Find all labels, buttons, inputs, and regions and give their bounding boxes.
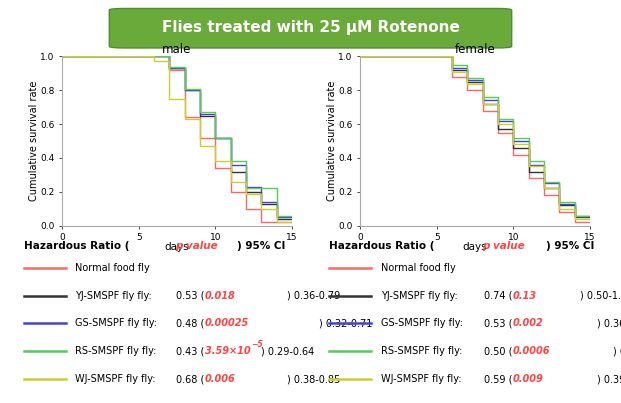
Text: ) 0.36-0.79: ) 0.36-0.79 [287,291,340,301]
Text: GS-SMSPF fly fly:: GS-SMSPF fly fly: [75,318,157,328]
Text: YJ-SMSPF fly fly:: YJ-SMSPF fly fly: [381,291,457,301]
Text: 0.50 (: 0.50 ( [484,346,512,356]
Text: 0.53 (: 0.53 ( [484,318,512,328]
Text: ) 0.32-0.71: ) 0.32-0.71 [319,318,373,328]
Text: GS-SMSPF fly fly:: GS-SMSPF fly fly: [381,318,463,328]
Text: ) 0.36-0.80: ) 0.36-0.80 [597,318,621,328]
Text: 0.0006: 0.0006 [513,346,550,356]
Text: 0.018: 0.018 [205,291,235,301]
Text: 0.00025: 0.00025 [205,318,249,328]
Title: female: female [455,44,496,56]
Text: Flies treated with 25 μM Rotenone: Flies treated with 25 μM Rotenone [161,20,460,35]
Text: p value: p value [483,241,525,251]
Text: ) 0.50-1.10: ) 0.50-1.10 [580,291,621,301]
FancyBboxPatch shape [109,8,512,48]
X-axis label: days: days [165,242,189,252]
Text: ) 0.29-0.64: ) 0.29-0.64 [261,346,315,356]
Text: 0.48 (: 0.48 ( [176,318,205,328]
Y-axis label: Cumulative survival rate: Cumulative survival rate [29,81,39,201]
Text: WJ-SMSPF fly fly:: WJ-SMSPF fly fly: [75,374,155,384]
Text: ) 0.38-0.85: ) 0.38-0.85 [287,374,340,384]
Text: RS-SMSPF fly fly:: RS-SMSPF fly fly: [75,346,156,356]
Text: 0.13: 0.13 [513,291,537,301]
Text: 0.002: 0.002 [513,318,544,328]
Text: ) 0.39-0.87: ) 0.39-0.87 [597,374,621,384]
Text: ) 95% CI: ) 95% CI [546,241,595,251]
Text: p value: p value [175,241,217,251]
Text: 0.59 (: 0.59 ( [484,374,512,384]
Text: 0.009: 0.009 [513,374,544,384]
Title: male: male [162,44,192,56]
Text: 0.53 (: 0.53 ( [176,291,205,301]
X-axis label: days: days [463,242,487,252]
Text: Hazardous Ratio (: Hazardous Ratio ( [24,241,130,251]
Y-axis label: Cumulative survival rate: Cumulative survival rate [327,81,337,201]
Text: 3.59×10: 3.59×10 [205,346,250,356]
Text: RS-SMSPF fly fly:: RS-SMSPF fly fly: [381,346,462,356]
Text: WJ-SMSPF fly fly:: WJ-SMSPF fly fly: [381,374,461,384]
Text: Hazardous Ratio (: Hazardous Ratio ( [329,241,434,251]
Text: Normal food fly: Normal food fly [75,263,150,272]
Text: −5: −5 [251,340,263,349]
Text: Normal food fly: Normal food fly [381,263,455,272]
Text: 0.006: 0.006 [205,374,235,384]
Text: 0.43 (: 0.43 ( [176,346,205,356]
Text: ) 95% CI: ) 95% CI [237,241,286,251]
Text: 0.68 (: 0.68 ( [176,374,205,384]
Text: ) 0.33-0.74: ) 0.33-0.74 [614,346,621,356]
Text: YJ-SMSPF fly fly:: YJ-SMSPF fly fly: [75,291,152,301]
Text: 0.74 (: 0.74 ( [484,291,512,301]
